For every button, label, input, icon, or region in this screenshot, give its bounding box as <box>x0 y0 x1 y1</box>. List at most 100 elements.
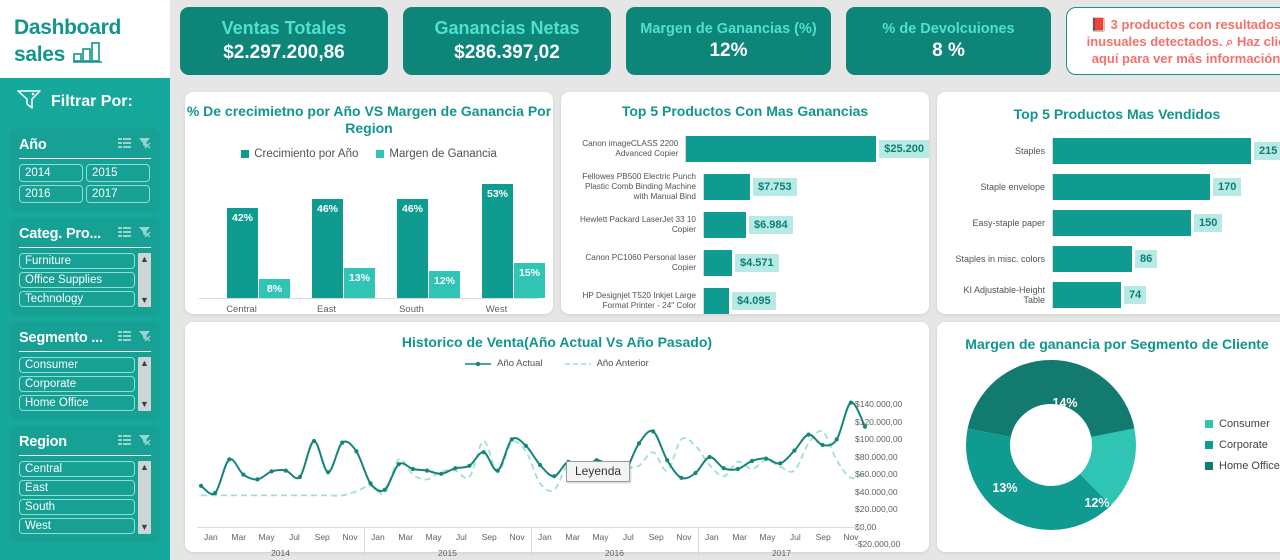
bar-central-crecimiento[interactable]: 42% <box>227 207 258 298</box>
line-data-point[interactable] <box>241 472 246 477</box>
line-data-point[interactable] <box>693 470 698 476</box>
bar-fill[interactable] <box>1053 138 1251 164</box>
slicer-list-icon[interactable] <box>118 136 131 154</box>
line-data-point[interactable] <box>552 474 557 479</box>
line-data-point[interactable] <box>538 462 543 468</box>
line-data-point[interactable] <box>523 443 528 448</box>
bar-fill[interactable] <box>1053 210 1191 236</box>
line-data-point[interactable] <box>707 454 712 460</box>
bar-row[interactable]: Easy-staple paper 150 <box>947 205 1280 241</box>
bar-row[interactable]: Canon PC1060 Personal laser Copier $4.57… <box>571 244 929 282</box>
bar-east-crecimiento[interactable]: 46% <box>312 198 343 298</box>
slicer-ano-item-2017[interactable]: 2017 <box>86 185 150 203</box>
bar-fill[interactable] <box>704 250 732 276</box>
bar-fill[interactable] <box>704 174 750 200</box>
chevron-down-icon[interactable]: ▼ <box>140 295 149 305</box>
line-data-point[interactable] <box>721 466 726 471</box>
chevron-down-icon[interactable]: ▼ <box>140 522 149 532</box>
line-data-point[interactable] <box>806 432 811 437</box>
legend-item-margen[interactable]: Margen de Ganancia <box>376 148 497 160</box>
line-data-point[interactable] <box>665 458 670 463</box>
legend-item-ano-actual[interactable]: Año Actual <box>465 358 543 369</box>
kpi-card-ventas-totales[interactable]: Ventas Totales $2.297.200,86 <box>180 7 388 75</box>
kpi-card-devoluciones[interactable]: % de Devolcuiones 8 % <box>846 7 1051 75</box>
donut-svg[interactable]: 12% 13% 14% <box>965 359 1203 531</box>
bar-east-margen[interactable]: 13% <box>344 268 375 298</box>
line-data-point[interactable] <box>764 456 769 461</box>
slicer-list-icon[interactable] <box>118 433 131 451</box>
chevron-up-icon[interactable]: ▲ <box>140 358 149 368</box>
slicer-categoria-producto[interactable]: Categ. Pro... <box>10 217 160 316</box>
line-data-point[interactable] <box>326 470 331 475</box>
line-data-point[interactable] <box>198 483 204 488</box>
slicer-region-item-central[interactable]: Central <box>19 461 135 477</box>
line-data-point[interactable] <box>862 424 868 429</box>
line-data-point[interactable] <box>481 450 486 455</box>
slicer-categoria-scrollbar[interactable]: ▲ ▼ <box>138 253 151 307</box>
slicer-region-item-west[interactable]: West <box>19 518 135 534</box>
legend-item-crecimiento[interactable]: Crecimiento por Año <box>241 148 358 160</box>
line-data-point[interactable] <box>410 466 415 472</box>
slicer-segmento-item-home-office[interactable]: Home Office <box>19 395 135 411</box>
bar-fill[interactable] <box>1053 246 1132 272</box>
line-data-point[interactable] <box>439 471 444 476</box>
line-data-point[interactable] <box>311 438 317 444</box>
donut-slice-home-office[interactable] <box>966 360 1136 530</box>
line-data-point[interactable] <box>368 481 373 486</box>
donut-slice-corporate[interactable] <box>966 360 1136 530</box>
slicer-region-item-south[interactable]: South <box>19 499 135 515</box>
legend-item-consumer[interactable]: Consumer <box>1205 418 1280 430</box>
slicer-segmento-item-consumer[interactable]: Consumer <box>19 357 135 373</box>
legend-item-ano-anterior[interactable]: Año Anterior <box>564 358 649 369</box>
bar-fill[interactable] <box>1053 174 1210 200</box>
clear-filter-icon[interactable] <box>138 136 151 154</box>
line-data-point[interactable] <box>227 457 232 462</box>
bar-row[interactable]: HP Designjet T520 Inkjet Large Format Pr… <box>571 282 929 320</box>
legend-item-home-office[interactable]: Home Office <box>1205 460 1280 472</box>
slicer-segmento[interactable]: Segmento ... <box>10 321 160 420</box>
bar-fill[interactable] <box>686 136 877 162</box>
line-data-point[interactable] <box>636 441 642 446</box>
slicer-ano-item-2016[interactable]: 2016 <box>19 185 83 203</box>
slicer-categoria-item-furniture[interactable]: Furniture <box>19 253 135 269</box>
bar-row[interactable]: Hewlett Packard LaserJet 33 10 Copier $6… <box>571 206 929 244</box>
slicer-list-icon[interactable] <box>118 225 131 243</box>
bar-fill[interactable] <box>704 288 729 314</box>
line-data-point[interactable] <box>778 461 783 466</box>
line-data-point[interactable] <box>848 400 854 405</box>
slicer-segmento-item-corporate[interactable]: Corporate <box>19 376 135 392</box>
bar-row[interactable]: Canon imageCLASS 2200 Advanced Copier $2… <box>571 130 929 168</box>
slicer-categoria-item-technology[interactable]: Technology <box>19 291 135 307</box>
line-data-point[interactable] <box>679 475 684 480</box>
bar-row[interactable]: Fellowes PB500 Electric Punch Plastic Co… <box>571 168 929 206</box>
kpi-card-margen-ganancias[interactable]: Margen de Ganancias (%) 12% <box>626 7 831 75</box>
bar-row[interactable]: Staples in misc. colors 86 <box>947 241 1280 277</box>
bar-row[interactable]: KI Adjustable-Height Table 74 <box>947 277 1280 313</box>
line-data-point[interactable] <box>509 437 514 442</box>
slicer-ano-item-2015[interactable]: 2015 <box>86 164 150 182</box>
line-data-point[interactable] <box>495 468 500 473</box>
line-data-point[interactable] <box>213 490 218 496</box>
slicer-region-item-east[interactable]: East <box>19 480 135 496</box>
anomaly-alert-card[interactable]: 📕 3 productos con resultados inusuales d… <box>1066 7 1280 75</box>
legend-item-corporate[interactable]: Corporate <box>1205 439 1280 451</box>
bar-row[interactable]: Staple envelope 170 <box>947 169 1280 205</box>
bar-fill[interactable] <box>704 212 746 238</box>
bar-west-margen[interactable]: 15% <box>514 263 545 298</box>
bar-central-margen[interactable]: 8% <box>259 278 290 298</box>
line-data-point[interactable] <box>255 477 260 482</box>
line-data-point[interactable] <box>749 458 755 464</box>
slicer-region[interactable]: Region <box>10 425 160 543</box>
line-data-point[interactable] <box>820 442 825 448</box>
chevron-up-icon[interactable]: ▲ <box>140 462 149 472</box>
slicer-ano-item-2014[interactable]: 2014 <box>19 164 83 182</box>
line-data-point[interactable] <box>792 448 797 453</box>
line-data-point[interactable] <box>354 449 359 454</box>
slicer-segmento-scrollbar[interactable]: ▲ ▼ <box>138 357 151 411</box>
line-data-point[interactable] <box>283 468 288 473</box>
line-data-point[interactable] <box>834 437 839 442</box>
bar-south-crecimiento[interactable]: 46% <box>397 198 428 298</box>
line-series-svg[interactable] <box>193 373 873 523</box>
bar-west-crecimiento[interactable]: 53% <box>482 184 513 298</box>
bar-south-margen[interactable]: 12% <box>429 270 460 298</box>
